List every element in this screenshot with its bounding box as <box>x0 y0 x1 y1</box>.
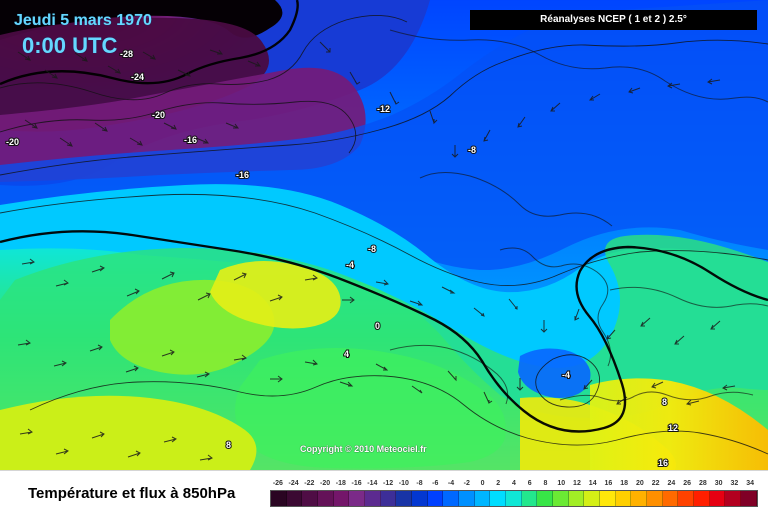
contour-label-minus-8-a: -8 <box>468 145 476 155</box>
legend-label: -14 <box>367 480 378 487</box>
legend-swatch <box>631 491 648 506</box>
legend-label: 6 <box>527 480 532 487</box>
legend-label: 4 <box>512 480 516 487</box>
legend-swatch <box>396 491 413 506</box>
legend-swatch <box>271 491 287 506</box>
legend-label: -10 <box>398 480 409 487</box>
legend-label: -16 <box>351 480 362 487</box>
contour-label-minus-16-b: -16 <box>236 170 249 180</box>
contour-label-minus-20-b: -20 <box>6 137 19 147</box>
legend-swatch <box>725 491 742 506</box>
legend-label: -2 <box>463 480 470 487</box>
legend-label: 26 <box>683 480 692 487</box>
legend-label: 12 <box>573 480 581 487</box>
legend-swatch <box>443 491 460 506</box>
legend-swatch <box>459 491 475 506</box>
legend-swatch <box>521 491 538 506</box>
legend-label: 32 <box>730 480 739 487</box>
legend-swatch <box>506 491 522 506</box>
legend-swatch <box>694 491 710 506</box>
legend-label: 10 <box>557 480 566 487</box>
legend-swatch <box>553 491 569 506</box>
legend-swatch <box>678 491 695 506</box>
legend-swatch <box>615 491 632 506</box>
contour-labels: -28 -24 -20 -16 -20 -16 -12 -8 -8 -4 0 4… <box>5 48 679 469</box>
legend-swatch <box>412 491 428 506</box>
legend-swatch <box>600 491 616 506</box>
legend-swatch <box>333 491 350 506</box>
legend-swatch <box>568 491 585 506</box>
legend-label: 34 <box>746 480 755 487</box>
legend-label: -24 <box>288 480 299 487</box>
legend-label: 22 <box>651 480 660 487</box>
legend-swatch <box>709 491 726 506</box>
contour-label-sixteen: 16 <box>658 458 668 468</box>
temperature-map: -28 -24 -20 -16 -20 -16 -12 -8 -8 -4 0 4… <box>0 0 768 470</box>
contour-label-twelve: 12 <box>668 423 678 433</box>
map-title: Température et flux à 850hPa <box>28 485 236 502</box>
legend-swatch <box>349 491 366 506</box>
legend-label: 24 <box>667 480 676 487</box>
legend-swatch <box>318 491 334 506</box>
legend-swatch <box>662 491 679 506</box>
contour-label-minus-8-b: -8 <box>368 244 376 254</box>
legend-swatch <box>647 491 663 506</box>
legend-swatch <box>537 491 554 506</box>
legend-swatch <box>380 491 397 506</box>
contour-label-minus-24: -24 <box>131 72 144 82</box>
legend-footer: Température et flux à 850hPa -26 -24 -22 -2… <box>0 470 768 512</box>
legend-swatch <box>584 491 601 506</box>
legend-swatch <box>490 491 507 506</box>
wind-arrows <box>17 41 736 461</box>
legend-swatch <box>365 491 381 506</box>
legend-label: -4 <box>447 480 455 487</box>
copyright-label: Copyright © 2010 Meteociel.fr <box>300 444 427 454</box>
map-date: Jeudi 5 mars 1970 <box>14 12 152 29</box>
legend-swatch <box>474 491 491 506</box>
contour-label-minus-16-a: -16 <box>184 135 197 145</box>
contour-label-eight-b: 8 <box>662 397 667 407</box>
legend-label: 30 <box>714 480 723 487</box>
contour-label-minus-28-a: -28 <box>120 49 133 59</box>
legend-label: -6 <box>432 480 439 487</box>
legend-label: -22 <box>304 480 315 487</box>
legend-label: -26 <box>272 480 283 487</box>
data-source-label: Réanalyses NCEP ( 1 et 2 ) 2.5° <box>470 10 757 30</box>
legend-label: 0 <box>480 480 485 487</box>
legend-label: -12 <box>383 480 394 487</box>
contour-label-four: 4 <box>344 349 349 359</box>
legend-label: 28 <box>698 480 707 487</box>
legend-label: 16 <box>604 480 613 487</box>
legend-label: 18 <box>620 480 629 487</box>
legend-swatch <box>302 491 319 506</box>
legend-swatch <box>741 491 757 506</box>
contour-label-eight-a: 8 <box>226 440 231 450</box>
legend-label: 20 <box>636 480 644 487</box>
map-canvas: -28 -24 -20 -16 -20 -16 -12 -8 -8 -4 0 4… <box>0 0 768 470</box>
contour-label-minus-4-a: -4 <box>346 260 354 270</box>
contour-label-minus-20-a: -20 <box>152 110 165 120</box>
legend-label: -18 <box>335 480 346 487</box>
temperature-scale-bar <box>270 490 758 507</box>
contour-label-zero: 0 <box>375 321 380 331</box>
legend-label: 14 <box>588 480 597 487</box>
map-time: 0:00 UTC <box>22 33 118 58</box>
contour-label-minus-4-b: -4 <box>562 370 570 380</box>
legend-swatch <box>286 491 303 506</box>
legend-label: -20 <box>320 480 331 487</box>
temperature-scale-labels: -26 -24 -22 -20 -18 -16 -14 -12 -10 -8 -6 -4 -2 0 2 4 6 8… <box>270 479 758 489</box>
legend-swatch <box>427 491 444 506</box>
legend-label: 2 <box>496 480 501 487</box>
legend-label: -8 <box>416 480 423 487</box>
contour-label-minus-12: -12 <box>377 104 390 114</box>
legend-label: 8 <box>543 480 548 487</box>
